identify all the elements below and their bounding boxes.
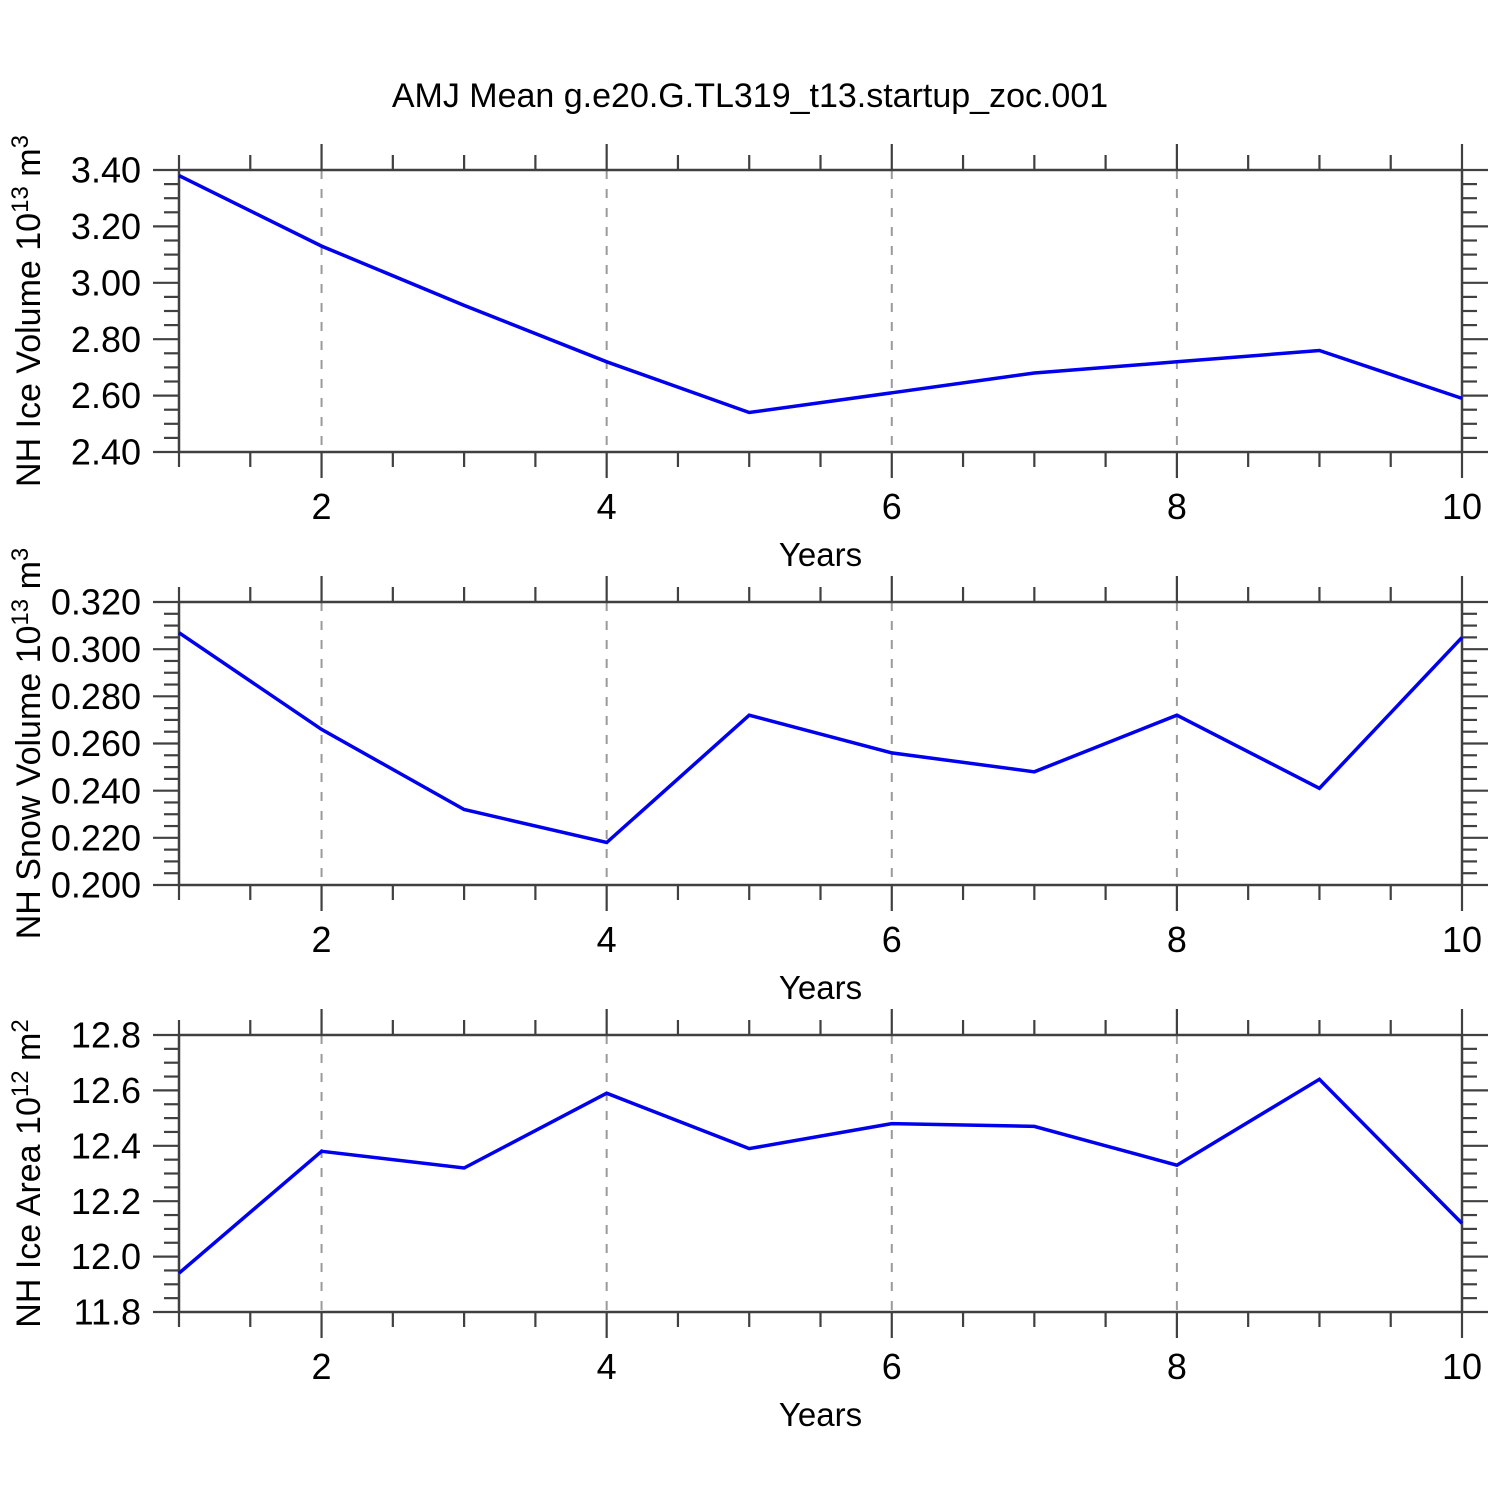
y-axis-title: NH Ice Volume 1013 m3	[7, 135, 48, 487]
series-line	[178, 631, 1464, 845]
y-tick-label: 12.0	[71, 1236, 141, 1277]
y-tick-label: 3.00	[71, 262, 141, 303]
x-tick-label: 2	[312, 1346, 332, 1387]
figure-title: AMJ Mean g.e20.G.TL319_t13.startup_zoc.0…	[392, 77, 1108, 115]
x-tick-label: 6	[882, 486, 902, 527]
x-tick-label: 10	[1442, 486, 1482, 527]
y-axis-title: NH Ice Area 1012 m2	[7, 1019, 48, 1327]
plot-frame	[177, 600, 1464, 887]
y-tick-label: 0.240	[51, 770, 141, 811]
y-tick-label: 0.300	[51, 629, 141, 670]
y-tick-label: 0.200	[51, 865, 141, 906]
y-tick-label: 2.80	[71, 319, 141, 360]
x-tick-label: 8	[1167, 1346, 1187, 1387]
x-tick-label: 8	[1167, 486, 1187, 527]
y-tick-label: 12.2	[71, 1181, 141, 1222]
chart-panels: 2 4 6 8 10 3.40 3.20 3.00 2.80 2.60 2.40 Years NH Ic…	[7, 135, 1488, 1433]
y-tick-label: 11.8	[74, 1292, 141, 1333]
panel-nh-ice-volume: 2 4 6 8 10 3.40 3.20 3.00 2.80 2.60 2.40 Years NH Ic…	[7, 135, 1488, 573]
panel-nh-snow-volume: 2 4 6 8 10 0.320 0.300 0.280 0.260 0.240 0.220 0.20…	[7, 548, 1488, 1006]
series-line	[178, 174, 1463, 415]
y-tick-label: 0.320	[51, 582, 141, 623]
x-tick-label: 6	[882, 1346, 902, 1387]
x-axis-title: Years	[779, 1396, 862, 1433]
plot-frame	[177, 1033, 1464, 1314]
y-tick-label: 0.260	[51, 723, 141, 764]
y-tick-label: 3.40	[71, 150, 141, 191]
x-tick-label: 10	[1442, 1346, 1482, 1387]
y-tick-label: 2.60	[71, 375, 141, 416]
x-axis-title: Years	[779, 969, 862, 1006]
x-tick-label: 2	[312, 486, 332, 527]
series-line	[177, 1077, 1464, 1275]
y-tick-label: 12.8	[71, 1015, 141, 1056]
x-tick-label: 10	[1442, 919, 1482, 960]
x-tick-label: 6	[882, 919, 902, 960]
panel-nh-ice-area: 2 4 6 8 10 12.8 12.6 12.4 12.2 12.0 11.8 Years NH Ic…	[7, 1009, 1488, 1433]
x-tick-label: 8	[1167, 919, 1187, 960]
y-tick-label: 2.40	[71, 432, 141, 473]
x-tick-label: 4	[597, 919, 617, 960]
x-tick-label: 2	[312, 919, 332, 960]
x-tick-label: 4	[597, 486, 617, 527]
x-tick-label: 4	[597, 1346, 617, 1387]
y-tick-label: 12.6	[71, 1070, 141, 1111]
y-tick-label: 3.20	[71, 206, 141, 247]
x-axis-title: Years	[779, 536, 862, 573]
y-tick-label: 0.280	[51, 676, 141, 717]
y-tick-label: 0.220	[51, 817, 141, 858]
plot-frame	[177, 168, 1464, 454]
y-tick-label: 12.4	[71, 1125, 141, 1166]
y-axis-title: NH Snow Volume 1013 m3	[7, 548, 48, 940]
